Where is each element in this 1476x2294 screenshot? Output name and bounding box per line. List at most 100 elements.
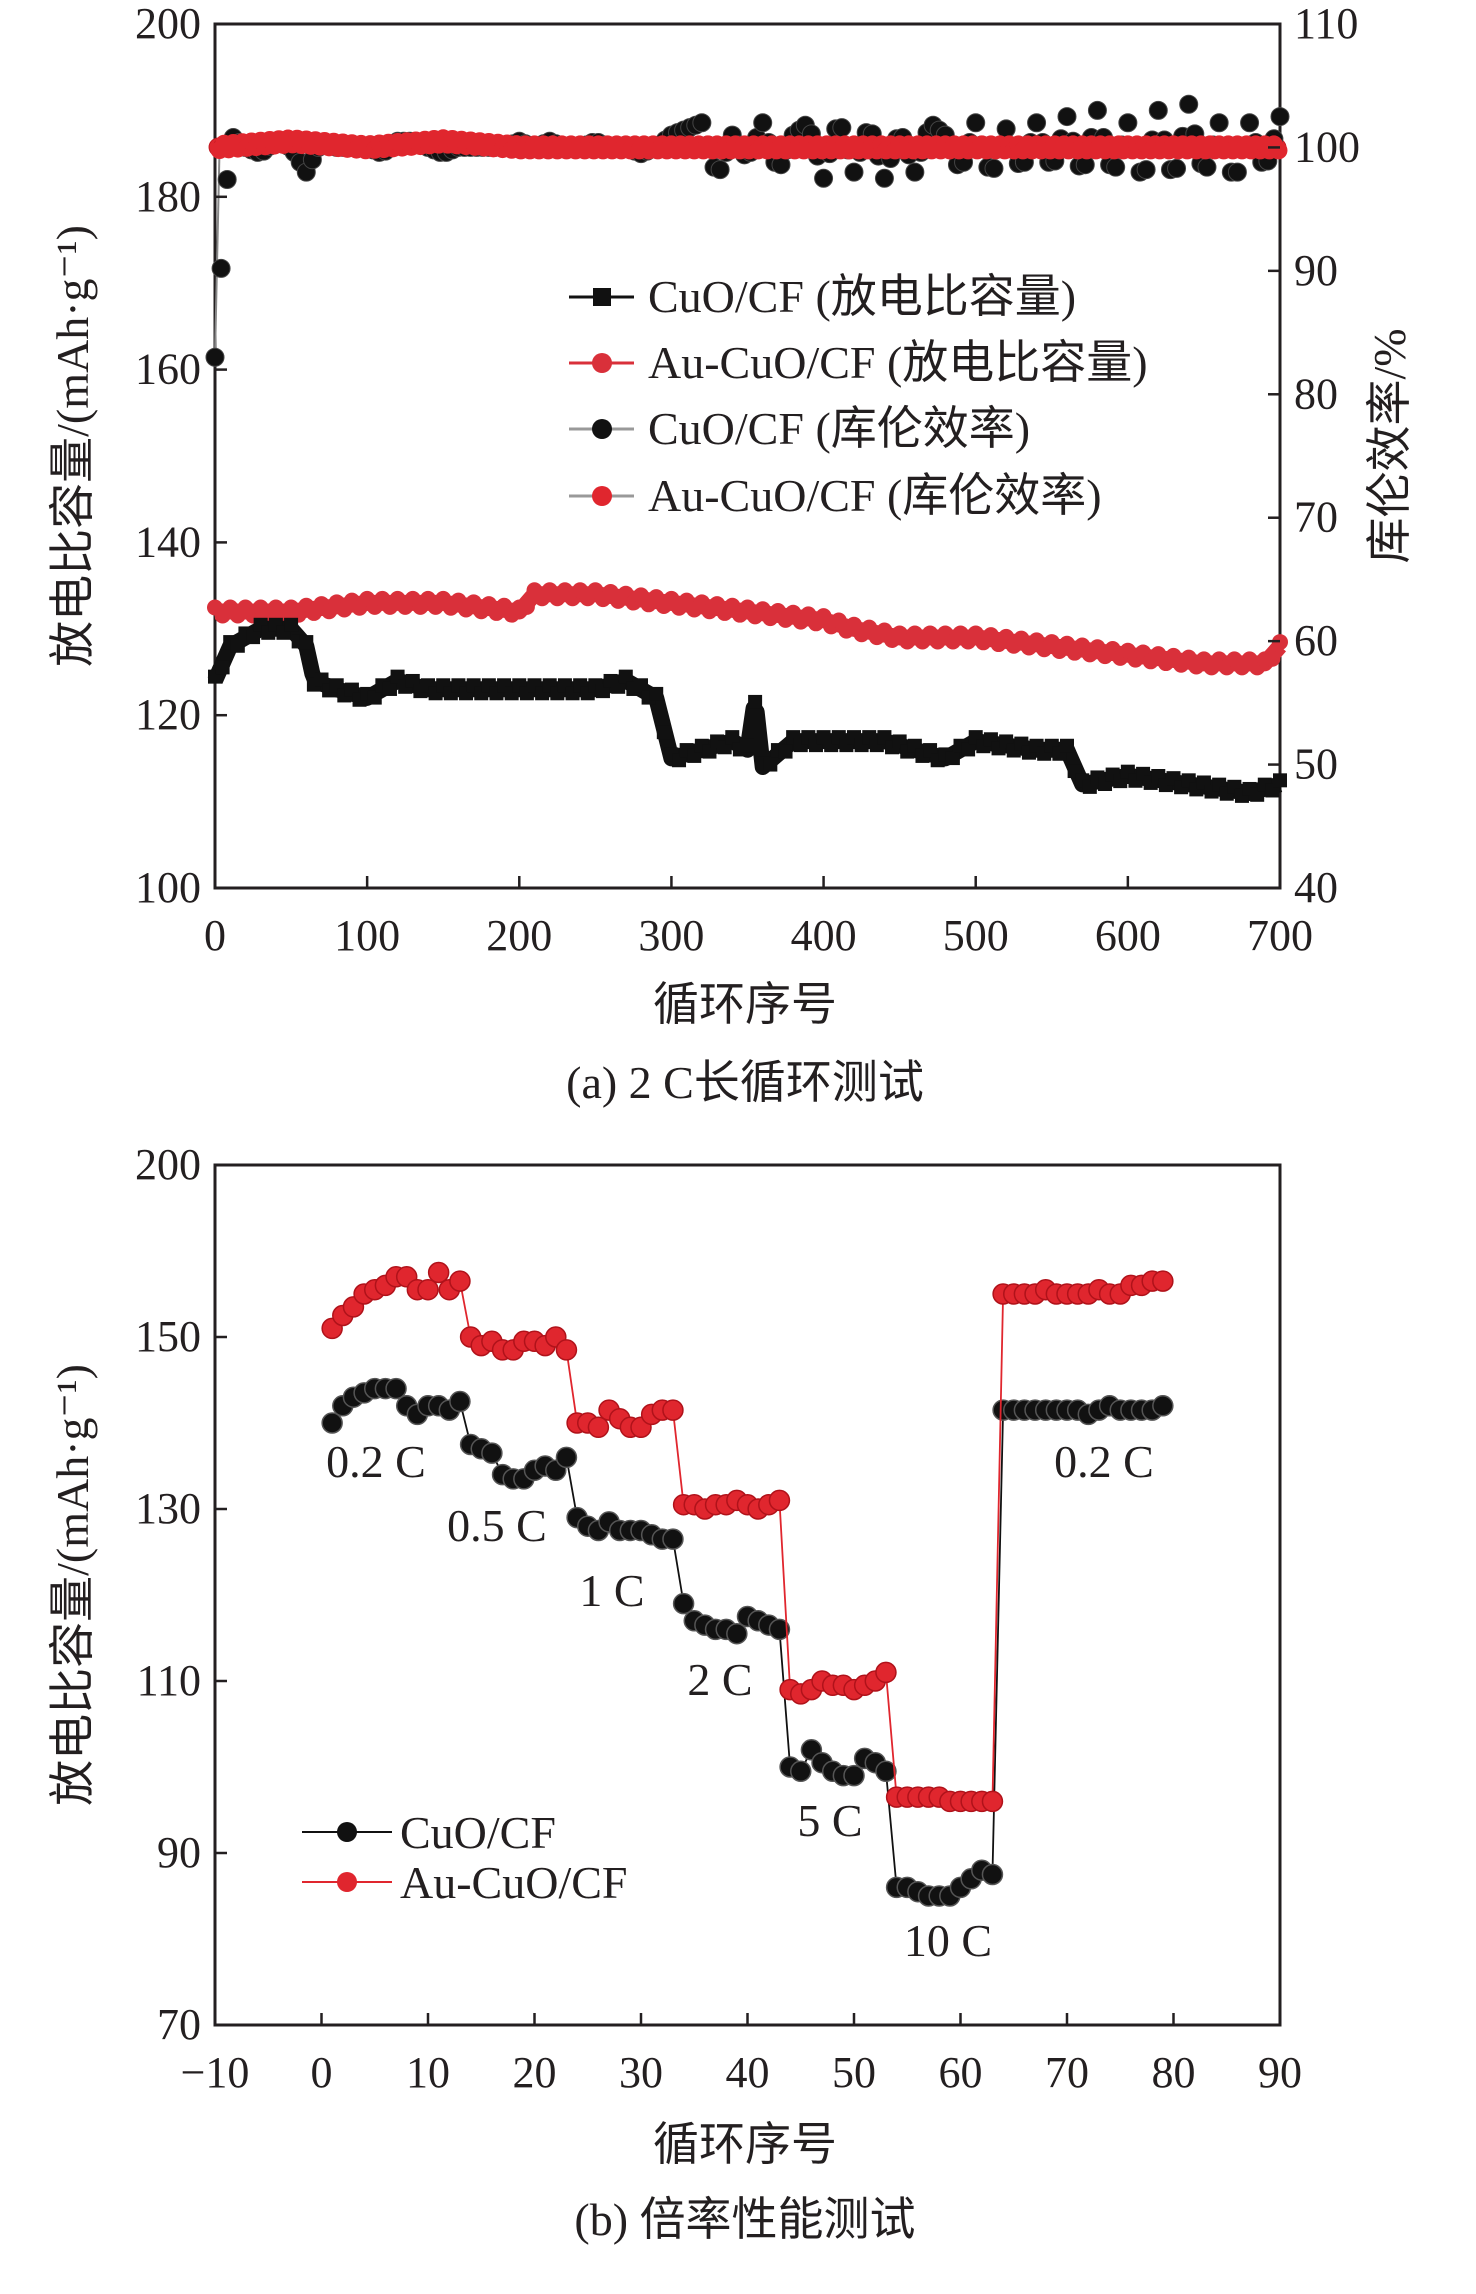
y2-tick-label: 110: [1294, 0, 1358, 48]
data-point: [778, 744, 793, 759]
chart-a-legend: CuO/CF (放电比容量) Au-CuO/CF (放电比容量) CuO/CF (库…: [569, 271, 1148, 521]
data-point: [905, 162, 925, 182]
rate-annotation: 10 C: [904, 1915, 992, 1966]
data-point: [832, 118, 852, 138]
series-au-cuo-ce-top: [210, 129, 1288, 160]
chart-b-rate: −10 0 10 20 30 40 50 60 70 80 90 70 90 110 130 150 200 放…: [47, 1140, 1302, 2245]
legend-label: Au-CuO/CF: [400, 1857, 627, 1908]
data-point: [217, 170, 237, 190]
legend-label: Au-CuO/CF (库伦效率): [648, 470, 1102, 521]
y2-tick-label: 70: [1294, 493, 1338, 542]
y-tick-label: 110: [137, 1656, 201, 1705]
x-tick-label: 400: [791, 911, 857, 960]
legend-circle-marker: [592, 419, 612, 439]
data-point: [1106, 157, 1126, 177]
x-tick-label: 60: [939, 2048, 983, 2097]
rate-annotation: 0.2 C: [326, 1436, 426, 1487]
x-tick-label: −10: [181, 2048, 250, 2097]
legend-item: CuO/CF (库伦效率): [569, 403, 1030, 454]
data-point: [874, 168, 894, 188]
legend-label: CuO/CF (库伦效率): [648, 403, 1030, 454]
series-au-cuo-capacity: [207, 582, 1288, 676]
y-tick-label: 120: [135, 690, 201, 739]
legend-circle-marker: [592, 486, 612, 506]
data-point: [843, 1764, 865, 1787]
data-point: [555, 1446, 578, 1469]
y-tick-label: 180: [135, 172, 201, 221]
chart-a-axes: 0 100 200 300 400 500 600 700100120140160180200…: [135, 0, 1360, 960]
data-point: [753, 113, 773, 133]
chart-b-axes: −10 0 10 20 30 40 50 60 70 80 90 70 90 110 130 150 200: [135, 1140, 1302, 2097]
data-point: [449, 1270, 471, 1292]
data-point: [725, 730, 740, 745]
data-point: [1240, 113, 1260, 133]
y2-tick-label: 50: [1294, 740, 1338, 789]
data-point: [1118, 113, 1138, 133]
x-tick-label: 70: [1045, 2048, 1089, 2097]
data-point: [427, 1261, 450, 1284]
data-point: [672, 1592, 695, 1615]
data-point: [984, 158, 1004, 178]
chart-b-xlabel: 循环序号: [653, 2119, 837, 2170]
data-point: [1273, 773, 1287, 788]
x-tick-label: 200: [486, 911, 552, 960]
x-tick-label: 700: [1247, 911, 1313, 960]
data-point: [587, 1416, 610, 1439]
data-point: [481, 1442, 503, 1464]
data-point: [692, 113, 712, 133]
x-tick-label: 10: [406, 2048, 450, 2097]
data-point: [1270, 107, 1290, 127]
legend-label: Au-CuO/CF (放电比容量): [648, 337, 1148, 388]
y-tick-label: 140: [135, 517, 201, 566]
y2-tick-label: 80: [1294, 369, 1338, 418]
data-point: [1269, 141, 1288, 160]
chart-b-marks: [321, 1261, 1174, 1907]
data-point: [1060, 738, 1074, 753]
chart-a-ylabel: 放电比容量/(mAh·g⁻¹): [47, 225, 98, 667]
x-tick-label: 600: [1095, 911, 1161, 960]
data-point: [710, 160, 730, 180]
legend-label: CuO/CF: [400, 1807, 556, 1858]
x-tick-label: 300: [638, 911, 704, 960]
data-point: [961, 742, 976, 757]
legend-circle-marker: [337, 1872, 357, 1892]
data-point: [740, 738, 755, 753]
x-tick-label: 40: [726, 2048, 770, 2097]
chart-b-ylabel: 放电比容量/(mAh·g⁻¹): [47, 1364, 98, 1806]
legend-label: CuO/CF (放电比容量): [648, 271, 1076, 322]
data-point: [321, 1412, 343, 1434]
data-point: [1152, 1395, 1174, 1417]
data-point: [215, 660, 230, 675]
data-point: [367, 690, 382, 705]
legend-circle-marker: [337, 1822, 357, 1842]
y2-tick-label: 40: [1294, 863, 1338, 912]
data-point: [449, 1390, 471, 1413]
legend-item: CuO/CF: [302, 1807, 556, 1858]
data-point: [875, 1661, 897, 1684]
data-point: [1167, 158, 1187, 178]
x-tick-label: 100: [334, 911, 400, 960]
data-point: [230, 638, 245, 653]
rate-annotation: 2 C: [687, 1654, 752, 1705]
series-au-cuo: [321, 1261, 1174, 1813]
legend-item: Au-CuO/CF (放电比容量): [569, 337, 1148, 388]
data-point: [656, 725, 671, 740]
legend-item: Au-CuO/CF (库伦效率): [569, 470, 1102, 521]
data-point: [875, 1760, 897, 1783]
data-point: [748, 694, 763, 709]
y-tick-label: 90: [157, 1828, 201, 1877]
data-point: [1148, 100, 1168, 120]
chart-a-xlabel: 循环序号: [653, 979, 837, 1030]
y-tick-label: 200: [135, 0, 201, 48]
rate-annotation: 0.2 C: [1054, 1436, 1154, 1487]
data-point: [768, 1618, 791, 1641]
x-tick-label: 20: [513, 2048, 557, 2097]
series-cuo-capacity: [207, 617, 1287, 803]
data-point: [314, 672, 329, 687]
data-point: [981, 1790, 1004, 1813]
data-point: [966, 113, 986, 133]
y-tick-label: 100: [135, 863, 201, 912]
y-tick-label: 70: [157, 2000, 201, 2049]
